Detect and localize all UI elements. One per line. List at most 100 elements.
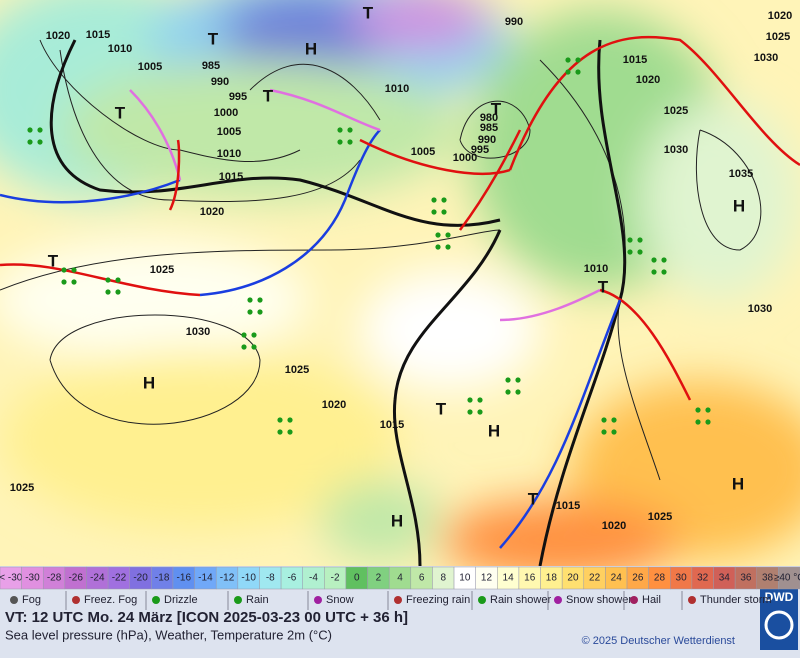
scale-label: -4 — [309, 573, 318, 584]
rain-symbol — [515, 389, 521, 395]
pressure-center: H — [305, 39, 317, 58]
rain-symbol — [105, 289, 111, 295]
isobar-label: 990 — [478, 134, 496, 146]
isobar-label: 1030 — [186, 326, 210, 338]
rain-symbol — [695, 407, 701, 413]
isobar-label: 1025 — [150, 264, 174, 276]
scale-label: 6 — [419, 573, 425, 584]
rain-symbol — [611, 429, 617, 435]
scale-label: 16 — [524, 573, 536, 584]
isobar-label: 1015 — [556, 500, 580, 512]
weather-symbols — [27, 57, 711, 435]
isobar-label: 1020 — [768, 10, 792, 22]
isobar-label: 980 — [480, 112, 498, 124]
fronts — [0, 35, 800, 549]
rain-symbol — [705, 407, 711, 413]
legend-item: Snow shower — [566, 594, 632, 606]
pressure-center: T — [528, 489, 539, 508]
rain-symbol — [251, 344, 257, 350]
isobar-label: 1035 — [729, 168, 753, 180]
legend-icon — [314, 596, 322, 604]
rain-symbol — [695, 419, 701, 425]
scale-label: -14 — [198, 573, 213, 584]
legend-icon — [688, 596, 696, 604]
rain-symbol — [565, 69, 571, 75]
isobar-label: 1005 — [217, 126, 241, 138]
isobar-label: 1000 — [453, 152, 477, 164]
scale-label: -12 — [220, 573, 235, 584]
scale-label: 8 — [440, 573, 446, 584]
isobar-label: 1010 — [584, 263, 608, 275]
pressure-center: T — [263, 86, 274, 105]
rain-symbol — [627, 249, 633, 255]
copyright: © 2025 Deutscher Wetterdienst — [582, 635, 735, 647]
rain-symbol — [241, 344, 247, 350]
scale-label: -6 — [287, 573, 296, 584]
rain-symbol — [37, 127, 43, 133]
scale-label: ≥40 °C — [774, 573, 800, 584]
legend-icon — [394, 596, 402, 604]
legend-item: Hail — [642, 594, 661, 606]
rain-symbol — [337, 127, 343, 133]
rain-symbol — [277, 417, 283, 423]
isobar-label: 1010 — [217, 148, 241, 160]
scale-label: -30 — [25, 573, 40, 584]
isobar-label: 1030 — [754, 52, 778, 64]
pressure-center: H — [143, 373, 155, 392]
isobar-label: 1015 — [86, 29, 110, 41]
rain-symbol — [27, 127, 33, 133]
isobar-label: 1025 — [285, 364, 309, 376]
rain-symbol — [477, 409, 483, 415]
scale-label: 32 — [697, 573, 709, 584]
scale-label: -24 — [90, 573, 105, 584]
rain-symbol — [347, 127, 353, 133]
legend-icon — [234, 596, 242, 604]
pressure-center: H — [732, 474, 744, 493]
pressure-center: T — [48, 251, 59, 270]
scale-label: -10 — [241, 573, 256, 584]
rain-symbol — [651, 257, 657, 263]
rain-symbol — [515, 377, 521, 383]
scale-label: -16 — [177, 573, 192, 584]
scale-label: 0 — [354, 573, 360, 584]
isobar-label: 1020 — [200, 206, 224, 218]
scale-label: 12 — [481, 573, 493, 584]
scale-label: 24 — [611, 573, 623, 584]
isobar-label: 995 — [229, 91, 247, 103]
pressure-center: T — [115, 103, 126, 122]
scale-label: -18 — [155, 573, 170, 584]
rain-symbol — [431, 197, 437, 203]
scale-label: -8 — [266, 573, 275, 584]
isobar-label: 1015 — [380, 419, 404, 431]
logo: DWD — [765, 590, 794, 604]
rain-symbol — [257, 309, 263, 315]
rain-symbol — [105, 277, 111, 283]
scale-label: 2 — [376, 573, 382, 584]
rain-symbol — [575, 69, 581, 75]
rain-symbol — [431, 209, 437, 215]
scale-label: 30 — [676, 573, 688, 584]
isobar-label: 1005 — [411, 146, 435, 158]
rain-symbol — [71, 267, 77, 273]
legend-icon — [554, 596, 562, 604]
rain-symbol — [241, 332, 247, 338]
rain-symbol — [435, 232, 441, 238]
isobar-label: 1030 — [748, 303, 772, 315]
rain-symbol — [435, 244, 441, 250]
pressure-center: T — [491, 99, 502, 118]
rain-symbol — [71, 279, 77, 285]
rain-symbol — [257, 297, 263, 303]
pressure-center: T — [598, 277, 609, 296]
pressure-center: H — [391, 511, 403, 530]
rain-symbol — [287, 429, 293, 435]
rain-symbol — [637, 237, 643, 243]
rain-symbol — [337, 139, 343, 145]
legend-item: Rain — [246, 594, 269, 606]
rain-symbol — [277, 429, 283, 435]
scale-label: 34 — [719, 573, 731, 584]
rain-symbol — [651, 269, 657, 275]
scale-label: 28 — [654, 573, 666, 584]
isobar-label: 1025 — [766, 31, 790, 43]
isobar-label: 985 — [480, 122, 498, 134]
rain-symbol — [27, 139, 33, 145]
